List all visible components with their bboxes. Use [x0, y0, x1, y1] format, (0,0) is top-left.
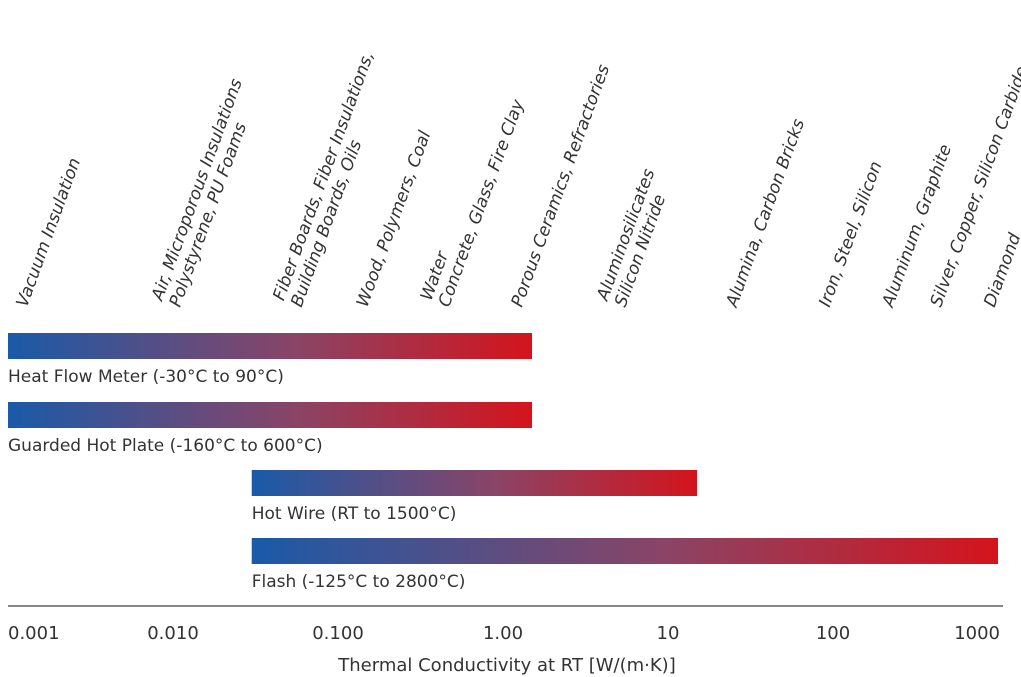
material-labels: Vacuum Insulation Air, Microporous Insula…	[13, 49, 1021, 311]
x-tick-label: 1.00	[483, 623, 523, 644]
x-tick-label: 0.010	[147, 623, 199, 644]
x-axis-title: Thermal Conductivity at RT [W/(m·K)]	[337, 655, 675, 676]
material-label-line: Iron, Steel, Silicon	[815, 159, 886, 310]
material-label: Vacuum Insulation	[13, 155, 85, 309]
method-range-bars: Heat Flow Meter (-30°C to 90°C) Guarded H…	[8, 333, 999, 592]
range-bar	[251, 538, 999, 564]
material-label: Iron, Steel, Silicon	[815, 159, 886, 310]
material-label-line: Porous Ceramics, Refractories	[508, 62, 614, 310]
material-label-line: Concrete, Glass, Fire Clay	[435, 96, 529, 310]
x-tick-label: 10	[657, 623, 680, 644]
range-bar	[8, 333, 533, 359]
material-label: Air, Microporous InsulationsPolystyrene,…	[148, 76, 252, 310]
material-label: Porous Ceramics, Refractories	[508, 62, 614, 310]
range-bar-label: Guarded Hot Plate (-160°C to 600°C)	[8, 436, 323, 456]
range-bar	[8, 402, 533, 428]
x-tick-label: 100	[816, 623, 850, 644]
range-bar-label: Flash (-125°C to 2800°C)	[252, 572, 466, 592]
range-bar	[251, 470, 698, 496]
material-label-line: Vacuum Insulation	[13, 155, 85, 309]
material-label: Diamond	[980, 231, 1021, 310]
range-bar-label: Heat Flow Meter (-30°C to 90°C)	[8, 367, 284, 387]
material-label-line: Alumina, Carbon Bricks	[722, 116, 809, 310]
x-tick-label: 1000	[954, 623, 1000, 644]
x-axis-tick-labels: 0.001 0.010 0.100 1.00 10 100 1000	[8, 623, 1000, 644]
x-tick-label: 0.001	[8, 623, 60, 644]
material-label: Alumina, Carbon Bricks	[722, 116, 809, 310]
material-label-line: Fiber Boards, Fiber Insulations,	[269, 49, 378, 304]
range-bar-label: Hot Wire (RT to 1500°C)	[252, 504, 457, 524]
x-tick-label: 0.100	[312, 623, 364, 644]
material-label-line: Diamond	[980, 231, 1021, 310]
